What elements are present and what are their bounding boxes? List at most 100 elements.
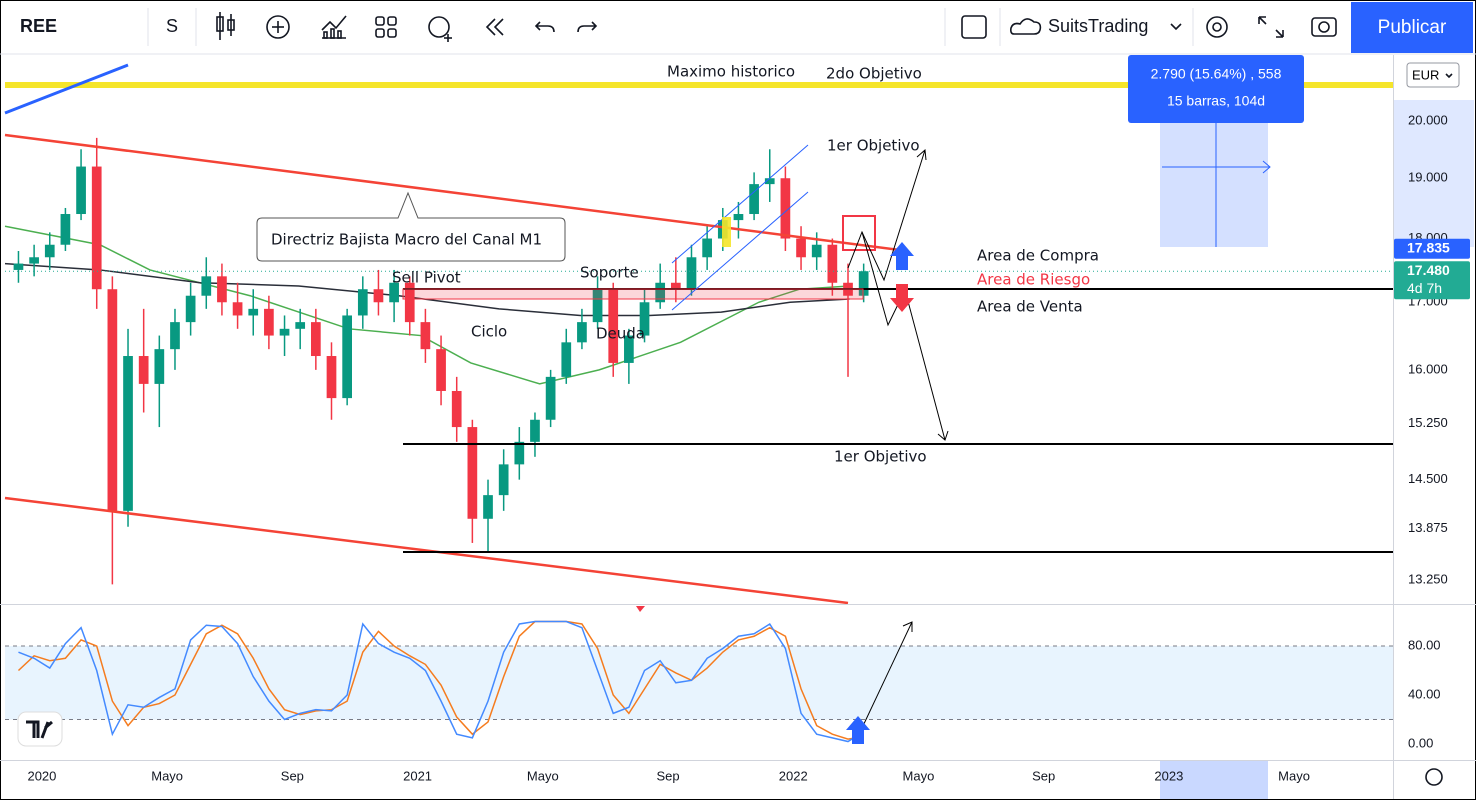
currency-box[interactable]: [1406, 62, 1460, 88]
dropdown-icon[interactable]: [1170, 23, 1182, 31]
candle-body: [498, 464, 509, 496]
indicator-icon[interactable]: [266, 15, 290, 39]
snapshot-lens: [1318, 21, 1330, 33]
candle-body: [858, 271, 869, 296]
y-tick-label: 14.500: [1408, 471, 1448, 486]
y-tick-label: 15.250: [1408, 415, 1448, 430]
candle-body: [248, 308, 259, 316]
candle-body: [279, 328, 290, 336]
candle-body: [639, 302, 650, 336]
cloud-icon: [1010, 18, 1042, 35]
measure-axis-highlight: [1394, 100, 1474, 247]
candle-body: [310, 322, 321, 357]
x-tick-label: Mayo: [1278, 768, 1310, 783]
interval[interactable]: S: [166, 16, 178, 36]
fullscreen-box[interactable]: [961, 15, 987, 39]
x-tick-label: 2021: [403, 768, 432, 783]
settings-icon-center: [1212, 22, 1222, 32]
moving-average: [4, 225, 850, 385]
trendline-red-bottom: [4, 496, 849, 605]
account-name[interactable]: SuitsTrading: [1048, 16, 1148, 36]
candle-body: [686, 257, 697, 290]
candle-body: [702, 238, 712, 258]
measure-area: [1160, 100, 1268, 247]
candle-body: [577, 322, 587, 343]
y-tick-label: 19.000: [1408, 170, 1448, 185]
annotation: Area de Venta: [977, 298, 1083, 316]
candle-body: [670, 282, 681, 290]
candle-body: [264, 308, 274, 336]
last-price-box: [1394, 261, 1470, 300]
compare-icon[interactable]: [321, 15, 347, 39]
x-tick-label: Mayo: [151, 768, 183, 783]
candle-body: [154, 349, 165, 384]
candle-body: [138, 356, 149, 384]
expand-icon[interactable]: [1258, 16, 1284, 38]
candle-body: [561, 342, 572, 377]
annotation: Directriz Bajista Macro del Canal M1: [271, 231, 542, 249]
candle-body: [545, 376, 556, 420]
x-tick-label: Mayo: [527, 768, 559, 783]
publish-button[interactable]: [1351, 2, 1473, 53]
annotation: Deuda: [596, 325, 645, 343]
snapshot-icon[interactable]: [1311, 17, 1337, 37]
x-tick-label: Sep: [1032, 768, 1055, 783]
currency[interactable]: EUR: [1412, 67, 1439, 82]
annotation: Soporte: [580, 264, 639, 282]
candle-body: [29, 257, 39, 264]
countdown: 4d 7h: [1407, 280, 1442, 296]
candle-body: [91, 166, 102, 290]
annotation: 1er Objetivo: [827, 137, 920, 155]
x-tick-label: 2023: [1154, 768, 1183, 783]
channel-line: [671, 191, 809, 311]
marker: [636, 606, 645, 612]
candle-body: [373, 289, 384, 303]
annotation: Area de Riesgo: [977, 271, 1090, 289]
candle-body: [44, 244, 55, 258]
candle-body: [780, 178, 791, 239]
candles-icon[interactable]: [216, 12, 235, 40]
y-tick-label: 16.000: [1408, 361, 1448, 376]
alert-icon[interactable]: [428, 16, 452, 42]
toolbar: REE S SuitsTrading Publicar: [0, 2, 1476, 55]
annotation: Maximo historico: [667, 63, 795, 81]
oscillator-line: [17, 620, 864, 740]
publish-label[interactable]: Publicar: [1378, 17, 1447, 38]
path-up: [847, 148, 927, 282]
candle-body: [467, 427, 478, 519]
layout-icon[interactable]: [375, 16, 397, 38]
measure-text: 2.790 (15.64%) , 558: [1151, 66, 1282, 82]
highlight-box: [722, 217, 731, 247]
channel-line: [671, 144, 809, 264]
candle-body: [655, 282, 666, 303]
candle-body: [592, 289, 603, 323]
settings-icon[interactable]: [1206, 16, 1228, 38]
undo-icon[interactable]: [534, 21, 555, 33]
redo-icon[interactable]: [577, 21, 598, 33]
candle-body: [107, 289, 118, 511]
path-down: [861, 231, 949, 441]
candle-body: [420, 322, 431, 350]
logo[interactable]: [17, 711, 63, 747]
oscillator-line: [18, 620, 865, 743]
candle-body: [357, 289, 368, 316]
replay-icon[interactable]: [485, 18, 504, 36]
candle-body: [76, 166, 86, 215]
y-tick-label: 20.000: [1408, 112, 1448, 127]
candle-body: [483, 495, 493, 519]
axis-settings[interactable]: [1425, 768, 1443, 786]
x-tick-label: 2020: [27, 768, 56, 783]
symbol[interactable]: REE: [20, 16, 57, 36]
x-tick-label: Sep: [281, 768, 304, 783]
candle-body: [514, 441, 525, 465]
arrow-up: [890, 242, 914, 270]
price-label: 17.835: [1407, 239, 1450, 255]
logo-mark: [26, 720, 53, 739]
callout-box: [256, 191, 566, 262]
moving-average: [4, 262, 850, 317]
candle-body: [530, 419, 540, 442]
candle-body: [436, 349, 446, 391]
osc-arrow: [861, 621, 913, 729]
